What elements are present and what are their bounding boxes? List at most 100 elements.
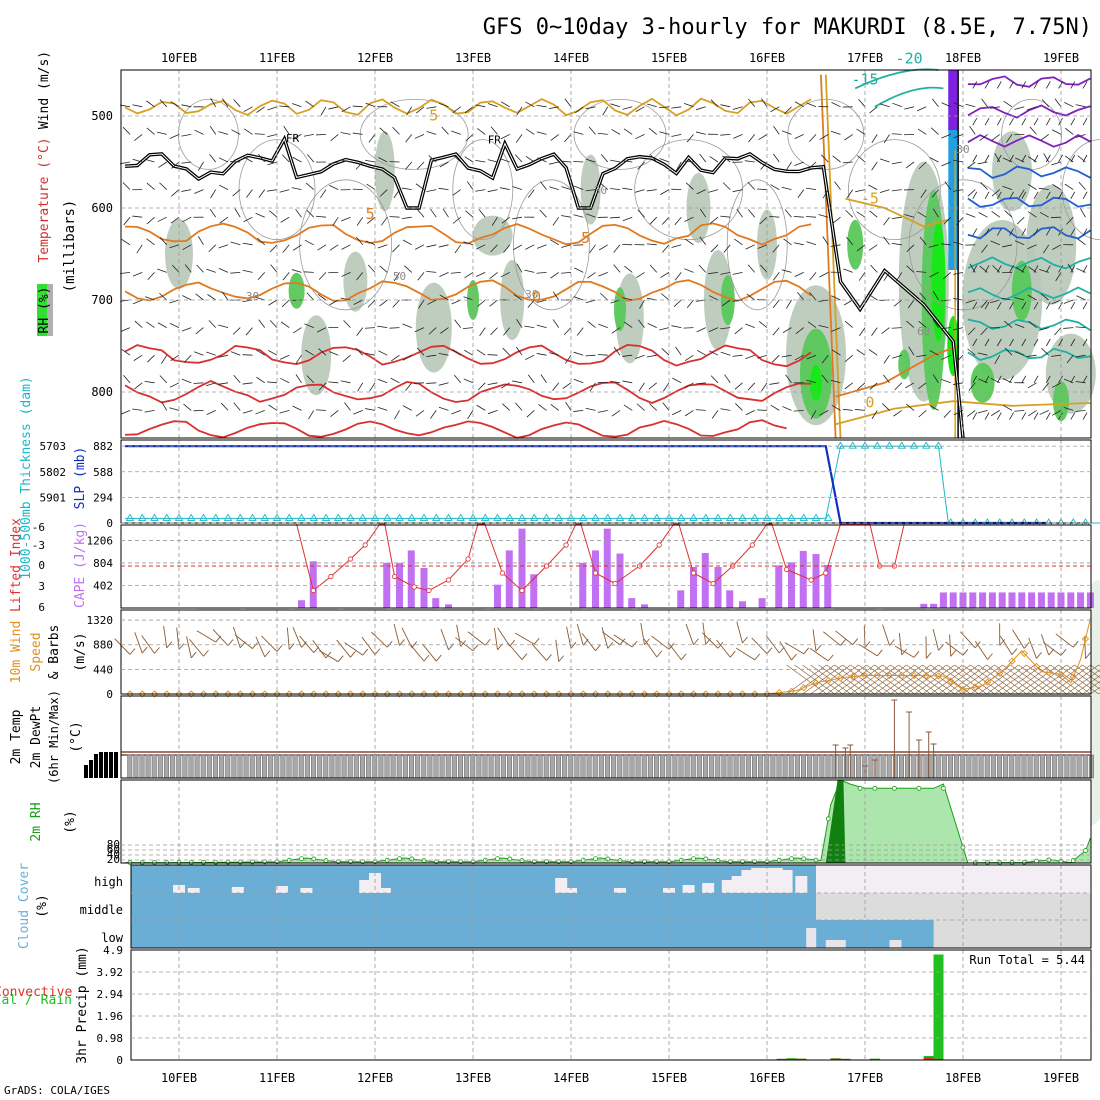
wind-barb xyxy=(977,410,988,414)
slp-axis-label: SLP (mb) xyxy=(73,447,88,510)
wind-barb xyxy=(122,182,131,190)
wind-barb xyxy=(478,209,486,218)
wind-barb xyxy=(623,128,633,135)
wind10m-barb xyxy=(336,639,351,658)
temp-minmax-bar xyxy=(966,754,972,779)
wind-barb xyxy=(353,299,363,305)
wind10m-speed-marker xyxy=(1032,662,1041,671)
wind-barb xyxy=(1014,240,1025,246)
wind-barb xyxy=(1014,157,1025,163)
li-tick-label: 6 xyxy=(38,601,45,614)
wind-barb xyxy=(671,244,682,248)
wind-barb xyxy=(978,212,988,218)
wind10m-barb xyxy=(141,635,155,654)
wind-barb xyxy=(1027,183,1037,190)
rh2m-marker xyxy=(1070,858,1076,863)
wind10m-barb xyxy=(716,639,731,658)
rh-shade-green xyxy=(720,275,735,325)
wind-barb xyxy=(832,155,841,163)
wind-barb xyxy=(1080,208,1086,218)
wind10m-hatch xyxy=(938,664,979,695)
wind-barb xyxy=(943,216,952,225)
wind-tick-label: 0 xyxy=(106,688,113,701)
cloud-high-empty xyxy=(816,865,1091,893)
wind-barb-feather xyxy=(1070,228,1076,236)
temp-minmax-bar xyxy=(843,754,849,779)
temp-minmax-bar xyxy=(819,754,825,779)
wind-barb xyxy=(561,186,572,190)
wind-barb xyxy=(415,410,425,417)
wind-barb xyxy=(183,354,192,363)
temp-minmax-bar xyxy=(415,754,421,779)
wind-barb xyxy=(830,379,841,384)
wind-barb xyxy=(539,209,547,218)
rh-contour xyxy=(452,139,514,241)
wind-barb-feather xyxy=(996,228,1002,236)
wind10m-speed-marker xyxy=(199,690,208,698)
wind-barb xyxy=(169,323,180,328)
wind-barb xyxy=(879,189,890,193)
temp-minmax-bar xyxy=(770,754,776,779)
wind-barb xyxy=(953,159,964,163)
wind10m-speed-marker xyxy=(138,690,146,698)
wind-barb xyxy=(708,327,719,333)
wind-barb xyxy=(328,106,339,110)
wind-barb xyxy=(634,189,645,193)
wind10m-axis-label-4: (m/s) xyxy=(73,632,88,671)
wind-barb xyxy=(745,244,755,250)
wind-barb-feather xyxy=(1070,302,1076,310)
wind-barb xyxy=(503,327,511,336)
wind-barb xyxy=(341,216,351,222)
wind-barb xyxy=(490,327,498,336)
wind-barb xyxy=(770,184,780,190)
wind-barb xyxy=(1077,155,1086,163)
wind-barb xyxy=(467,410,474,420)
wind10m-speed-marker xyxy=(885,671,894,680)
wind-barb xyxy=(197,236,204,246)
wind-barb xyxy=(193,351,204,356)
wind-barb xyxy=(170,101,180,108)
wind-barb xyxy=(734,327,743,335)
wind-barb xyxy=(956,216,964,226)
cape-bar xyxy=(788,562,795,608)
wind-barb xyxy=(291,187,302,190)
wind10m-barb xyxy=(863,625,866,648)
wind-barb xyxy=(500,158,510,163)
wind10m-speed-marker xyxy=(432,690,440,698)
wind-barb xyxy=(745,323,755,328)
wind-barb xyxy=(1042,244,1050,254)
wind-barb xyxy=(306,154,315,163)
rh-shade-green xyxy=(970,362,995,403)
wind-barb xyxy=(159,375,168,384)
wind10m-speed-marker xyxy=(910,671,918,680)
thickness-marker xyxy=(284,513,294,521)
wind-barb xyxy=(413,382,425,384)
wind-barb xyxy=(268,350,278,356)
wind-barb-feather xyxy=(1070,412,1076,420)
wind-barb xyxy=(809,272,817,281)
wind-barb xyxy=(859,327,866,337)
wind10m-barb-feather xyxy=(570,641,577,649)
wind-barb xyxy=(965,213,976,218)
isotherm-label: 0 xyxy=(532,288,541,306)
wind10m-barb xyxy=(319,650,339,663)
temperature-axis-label: Temperature (°C) xyxy=(37,137,52,262)
wind-barb xyxy=(134,382,143,390)
temp-minmax-bar xyxy=(990,754,996,779)
wind-barb xyxy=(907,299,915,309)
wind-barb xyxy=(990,299,1000,304)
wind-axis-label: Wind (m/s) xyxy=(37,51,52,129)
wind-barb xyxy=(722,155,731,163)
wind-barb xyxy=(659,158,670,163)
cloud-gap xyxy=(731,876,744,893)
wind-barb xyxy=(772,327,780,336)
wind-barb xyxy=(207,294,216,301)
wind-barb xyxy=(401,187,412,190)
wind10m-speed-marker xyxy=(285,690,293,698)
wind-barb xyxy=(819,134,829,140)
wind-barb xyxy=(663,382,670,392)
wind-barb xyxy=(684,410,694,417)
wind-barb xyxy=(759,216,768,225)
wind10m-barb-feather xyxy=(705,637,712,645)
